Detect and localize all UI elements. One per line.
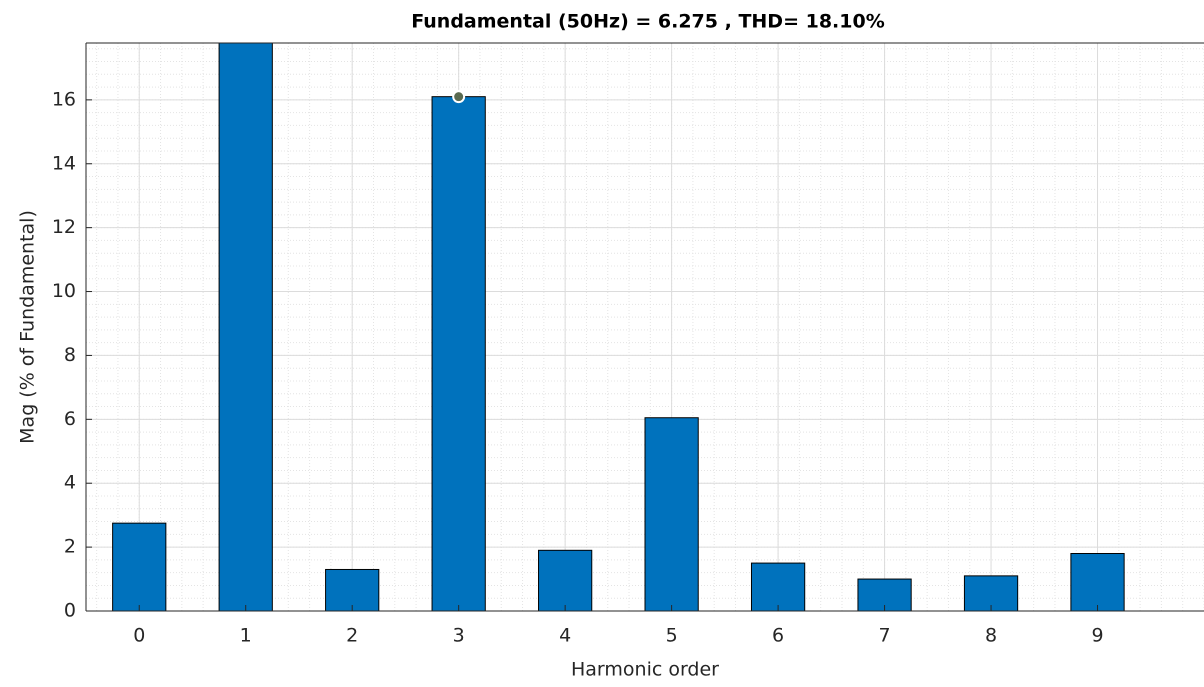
bar	[644, 417, 699, 611]
plot-layer	[86, 43, 1204, 611]
x-tick-label: 3	[453, 625, 465, 647]
bar	[538, 549, 593, 611]
y-tick-label: 10	[52, 280, 76, 302]
data-tip-marker	[452, 90, 466, 104]
x-tick-label: 9	[1091, 625, 1103, 647]
y-tick-label: 2	[64, 536, 76, 558]
x-tick-label: 0	[133, 625, 145, 647]
x-tick-label: 2	[346, 625, 358, 647]
x-axis-label: Harmonic order	[571, 659, 719, 681]
x-tick-label: 5	[666, 625, 678, 647]
x-tick-label: 7	[879, 625, 891, 647]
y-tick-label: 6	[64, 408, 76, 430]
y-tick-label: 8	[64, 344, 76, 366]
y-tick-label: 14	[52, 152, 76, 174]
y-tick-label: 4	[64, 472, 76, 494]
x-tick-label: 6	[772, 625, 784, 647]
y-tick-label: 12	[52, 216, 76, 238]
bar	[431, 96, 486, 611]
x-tick-label: 4	[559, 625, 571, 647]
bar	[218, 43, 273, 611]
x-tick-label: 8	[985, 625, 997, 647]
bar	[1070, 552, 1125, 611]
y-tick-label: 16	[52, 88, 76, 110]
bar	[325, 568, 380, 611]
chart-title: Fundamental (50Hz) = 6.275 , THD= 18.10%	[411, 11, 885, 33]
y-tick-label: 0	[64, 600, 76, 622]
y-axis-label: Mag (% of Fundamental)	[17, 210, 39, 444]
bar	[112, 522, 167, 611]
x-tick-label: 1	[240, 625, 252, 647]
bar	[750, 562, 806, 611]
